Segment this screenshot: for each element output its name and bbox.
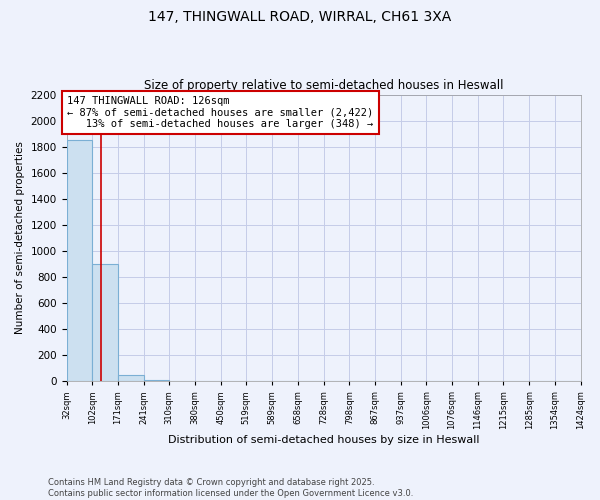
Bar [143,380,169,382]
Text: 147, THINGWALL ROAD, WIRRAL, CH61 3XA: 147, THINGWALL ROAD, WIRRAL, CH61 3XA [148,10,452,24]
Y-axis label: Number of semi-detached properties: Number of semi-detached properties [15,142,25,334]
X-axis label: Distribution of semi-detached houses by size in Heswall: Distribution of semi-detached houses by … [168,435,479,445]
Title: Size of property relative to semi-detached houses in Heswall: Size of property relative to semi-detach… [144,79,503,92]
Bar [118,375,143,382]
Text: 147 THINGWALL ROAD: 126sqm
← 87% of semi-detached houses are smaller (2,422)
   : 147 THINGWALL ROAD: 126sqm ← 87% of semi… [67,96,374,129]
Bar [92,264,118,382]
Text: Contains HM Land Registry data © Crown copyright and database right 2025.
Contai: Contains HM Land Registry data © Crown c… [48,478,413,498]
Bar [67,140,92,382]
